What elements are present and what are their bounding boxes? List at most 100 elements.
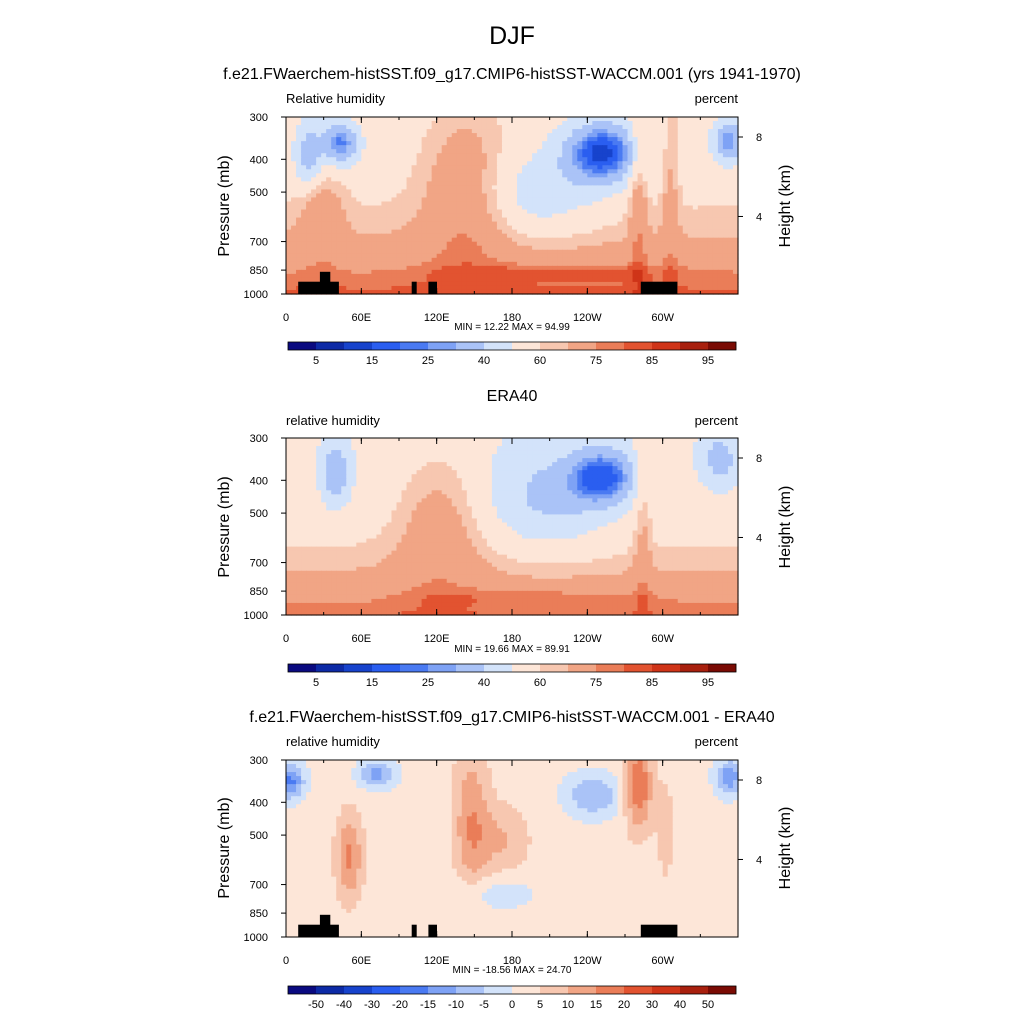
field-cell bbox=[446, 273, 453, 279]
field-cell bbox=[622, 241, 629, 247]
field-cell bbox=[562, 121, 568, 126]
field-cell bbox=[552, 153, 558, 158]
field-cell bbox=[461, 446, 468, 451]
field-cell bbox=[687, 458, 694, 463]
field-cell bbox=[587, 129, 593, 134]
field-cell bbox=[386, 189, 393, 195]
field-cell bbox=[351, 466, 357, 471]
field-cell bbox=[557, 221, 563, 227]
field-cell bbox=[732, 181, 739, 186]
field-cell bbox=[677, 137, 684, 142]
field-cell bbox=[602, 237, 609, 243]
field-cell bbox=[411, 446, 418, 451]
field-cell bbox=[406, 209, 413, 215]
field-cell bbox=[451, 125, 458, 130]
field-cell bbox=[517, 217, 523, 223]
field-cell bbox=[607, 217, 614, 223]
field-cell bbox=[401, 185, 408, 191]
field-cell bbox=[657, 153, 664, 158]
x-tick-label: 120W bbox=[573, 312, 602, 324]
field-cell bbox=[296, 237, 302, 243]
field-cell bbox=[577, 181, 583, 186]
field-cell bbox=[597, 462, 603, 467]
field-cell bbox=[642, 454, 649, 459]
field-cell bbox=[677, 145, 684, 150]
field-cell bbox=[291, 446, 297, 451]
field-cell bbox=[431, 478, 438, 483]
field-cell bbox=[697, 229, 704, 235]
field-cell bbox=[542, 137, 548, 142]
field-cell bbox=[326, 221, 332, 227]
field-cell bbox=[301, 189, 307, 195]
field-cell bbox=[401, 269, 408, 275]
field-cell bbox=[647, 165, 654, 170]
field-cell bbox=[672, 265, 679, 271]
field-cell bbox=[476, 197, 483, 203]
field-cell bbox=[662, 189, 669, 195]
field-cell bbox=[406, 185, 413, 191]
field-cell bbox=[406, 462, 413, 467]
field-cell bbox=[632, 213, 639, 219]
field-cell bbox=[692, 241, 699, 247]
field-cell bbox=[732, 117, 739, 122]
field-cell bbox=[622, 273, 629, 279]
field-cell bbox=[286, 145, 292, 150]
field-cell bbox=[617, 213, 624, 219]
field-cell bbox=[301, 273, 307, 279]
field-cell bbox=[652, 213, 659, 219]
field-cell bbox=[582, 121, 588, 126]
field-cell bbox=[617, 129, 624, 134]
field-cell bbox=[371, 193, 377, 199]
field-cell bbox=[542, 249, 548, 255]
field-cell bbox=[386, 261, 393, 267]
field-cell bbox=[712, 221, 719, 227]
field-cell bbox=[286, 201, 292, 207]
field-cell bbox=[732, 454, 739, 459]
field-cell bbox=[336, 438, 342, 443]
field-cell bbox=[647, 201, 654, 207]
field-cell bbox=[496, 257, 503, 263]
field-cell bbox=[446, 470, 453, 475]
field-cell bbox=[687, 269, 694, 275]
field-cell bbox=[346, 257, 352, 263]
field-cell bbox=[471, 189, 478, 195]
field-cell bbox=[396, 133, 403, 138]
field-cell bbox=[421, 241, 428, 247]
field-cell bbox=[436, 117, 443, 122]
field-cell bbox=[441, 245, 448, 251]
field-cell bbox=[707, 454, 714, 459]
field-cell bbox=[562, 133, 568, 138]
field-cell bbox=[552, 289, 558, 295]
field-cell bbox=[577, 245, 583, 251]
field-cell bbox=[627, 165, 634, 170]
field-cell bbox=[697, 193, 704, 199]
field-cell bbox=[587, 197, 593, 203]
field-cell bbox=[557, 189, 563, 195]
field-cell bbox=[702, 261, 709, 267]
field-cell bbox=[441, 225, 448, 231]
field-cell bbox=[657, 169, 664, 174]
field-cell bbox=[597, 466, 603, 471]
field-cell bbox=[466, 454, 473, 459]
field-cell bbox=[466, 205, 473, 211]
field-cell bbox=[717, 213, 724, 219]
field-cell bbox=[356, 470, 362, 475]
field-cell bbox=[527, 446, 533, 451]
field-cell bbox=[717, 281, 724, 287]
field-cell bbox=[401, 129, 408, 134]
field-cell bbox=[381, 446, 388, 451]
field-cell bbox=[446, 233, 453, 239]
field-cell bbox=[647, 442, 654, 447]
field-cell bbox=[291, 201, 297, 207]
field-cell bbox=[592, 281, 598, 287]
field-cell bbox=[286, 450, 292, 455]
field-cell bbox=[491, 149, 498, 154]
field-cell bbox=[346, 197, 352, 203]
field-cell bbox=[456, 446, 463, 451]
field-cell bbox=[451, 450, 458, 455]
field-cell bbox=[577, 217, 583, 223]
field-cell bbox=[697, 177, 704, 182]
field-cell bbox=[632, 189, 639, 195]
field-cell bbox=[657, 241, 664, 247]
